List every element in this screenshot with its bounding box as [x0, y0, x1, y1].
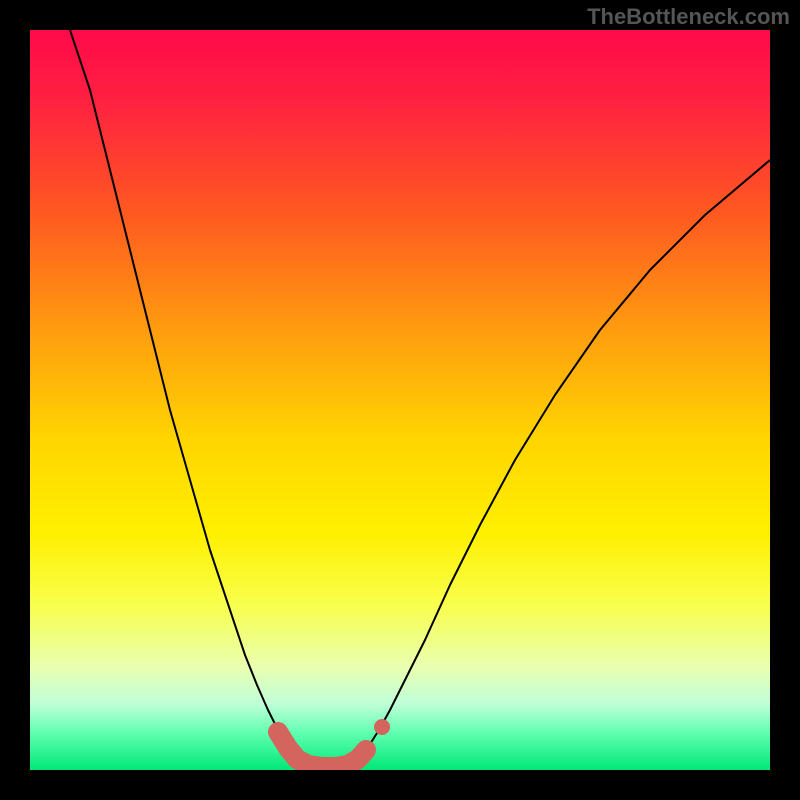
highlight-dot [374, 719, 390, 735]
bottleneck-chart [30, 30, 770, 770]
chart-container: TheBottleneck.com [0, 0, 800, 800]
gradient-background [30, 30, 770, 770]
plot-area [30, 30, 770, 770]
watermark-text: TheBottleneck.com [587, 4, 790, 30]
